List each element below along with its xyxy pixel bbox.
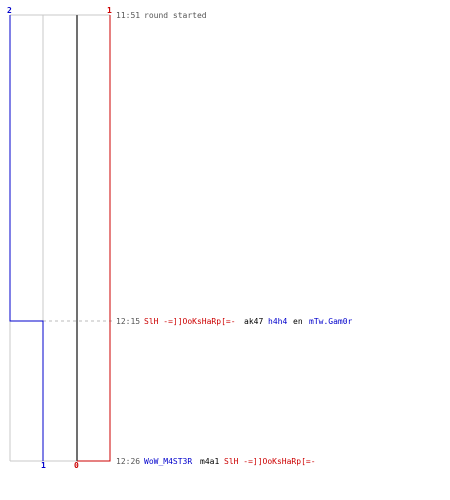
blue-bottom-count: 1 — [41, 461, 46, 470]
event-part: mTw.Gam0r — [309, 317, 353, 326]
event-time: 12:26 — [116, 457, 140, 466]
event-row: 11:51 round started — [116, 11, 207, 20]
event-part: round started — [144, 11, 207, 20]
event-part: en — [293, 317, 303, 326]
blue-team-step-line — [9, 15, 44, 461]
red-bottom-count: 0 — [74, 461, 79, 470]
event-part: SlH -=]]OoKsHaRp[=- — [144, 317, 236, 326]
event-time: 11:51 — [116, 11, 140, 20]
event-part: SlH -=]]OoKsHaRp[=- — [224, 457, 316, 466]
event-part: ak47 — [244, 317, 263, 326]
red-team-step-line — [77, 15, 111, 462]
red-top-count: 1 — [107, 6, 112, 15]
event-row: 12:15 SlH -=]]OoKsHaRp[=- ak47 h4h4 en m… — [116, 317, 353, 326]
event-part: m4a1 — [200, 457, 219, 466]
event-part: WoW_M4ST3R — [144, 457, 192, 466]
blue-top-count: 2 — [7, 6, 12, 15]
event-row: 12:26 WoW_M4ST3R m4a1 SlH -=]]OoKsHaRp[=… — [116, 457, 316, 466]
event-part: h4h4 — [268, 317, 287, 326]
event-time: 12:15 — [116, 317, 140, 326]
